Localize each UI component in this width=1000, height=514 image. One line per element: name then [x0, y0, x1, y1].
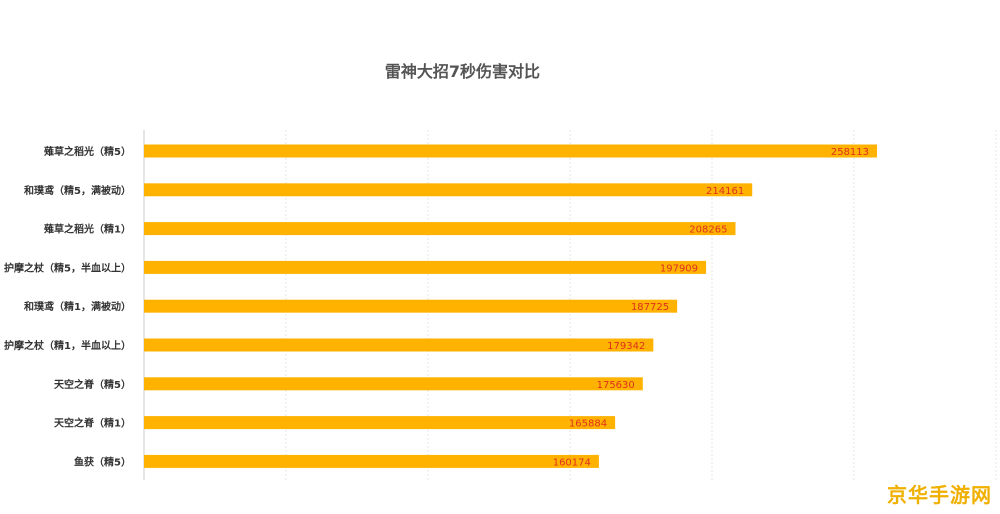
category-label: 护摩之杖（精5，半血以上）	[4, 261, 131, 274]
bar	[144, 183, 753, 197]
category-label: 护摩之杖（精1，半血以上）	[4, 339, 131, 352]
value-label: 258113	[831, 147, 869, 158]
category-label: 薙草之稻光（精5）	[44, 145, 131, 158]
chart-title: 雷神大招7秒伤害对比	[384, 62, 541, 81]
bar	[144, 377, 643, 391]
watermark-logo: 京华手游网	[887, 483, 992, 507]
bar	[144, 260, 707, 274]
bar	[144, 222, 736, 236]
category-label: 鱼获（精5）	[74, 455, 131, 468]
value-label: 208265	[689, 225, 727, 236]
category-label: 和璞鸢（精5，满被动）	[23, 184, 131, 197]
value-label: 187725	[631, 302, 669, 313]
category-label: 薙草之稻光（精1）	[44, 223, 131, 236]
value-label: 197909	[660, 263, 698, 274]
bar	[144, 144, 878, 158]
value-label: 175630	[597, 380, 635, 391]
bar	[144, 416, 616, 430]
value-label: 160174	[553, 457, 591, 468]
bar	[144, 454, 599, 468]
bars	[144, 144, 878, 468]
bar	[144, 338, 654, 352]
category-label: 和璞鸢（精1，满被动）	[23, 300, 131, 313]
category-label: 天空之脊（精1）	[54, 417, 131, 430]
category-label: 天空之脊（精5）	[54, 378, 131, 391]
value-label: 214161	[706, 186, 744, 197]
value-label: 179342	[607, 341, 645, 352]
value-label: 165884	[569, 419, 607, 430]
labels: 薙草之稻光（精5） 258113 和璞鸢（精5，满被动） 214161 薙草之稻光（精1…	[4, 145, 869, 468]
bar	[144, 299, 678, 313]
